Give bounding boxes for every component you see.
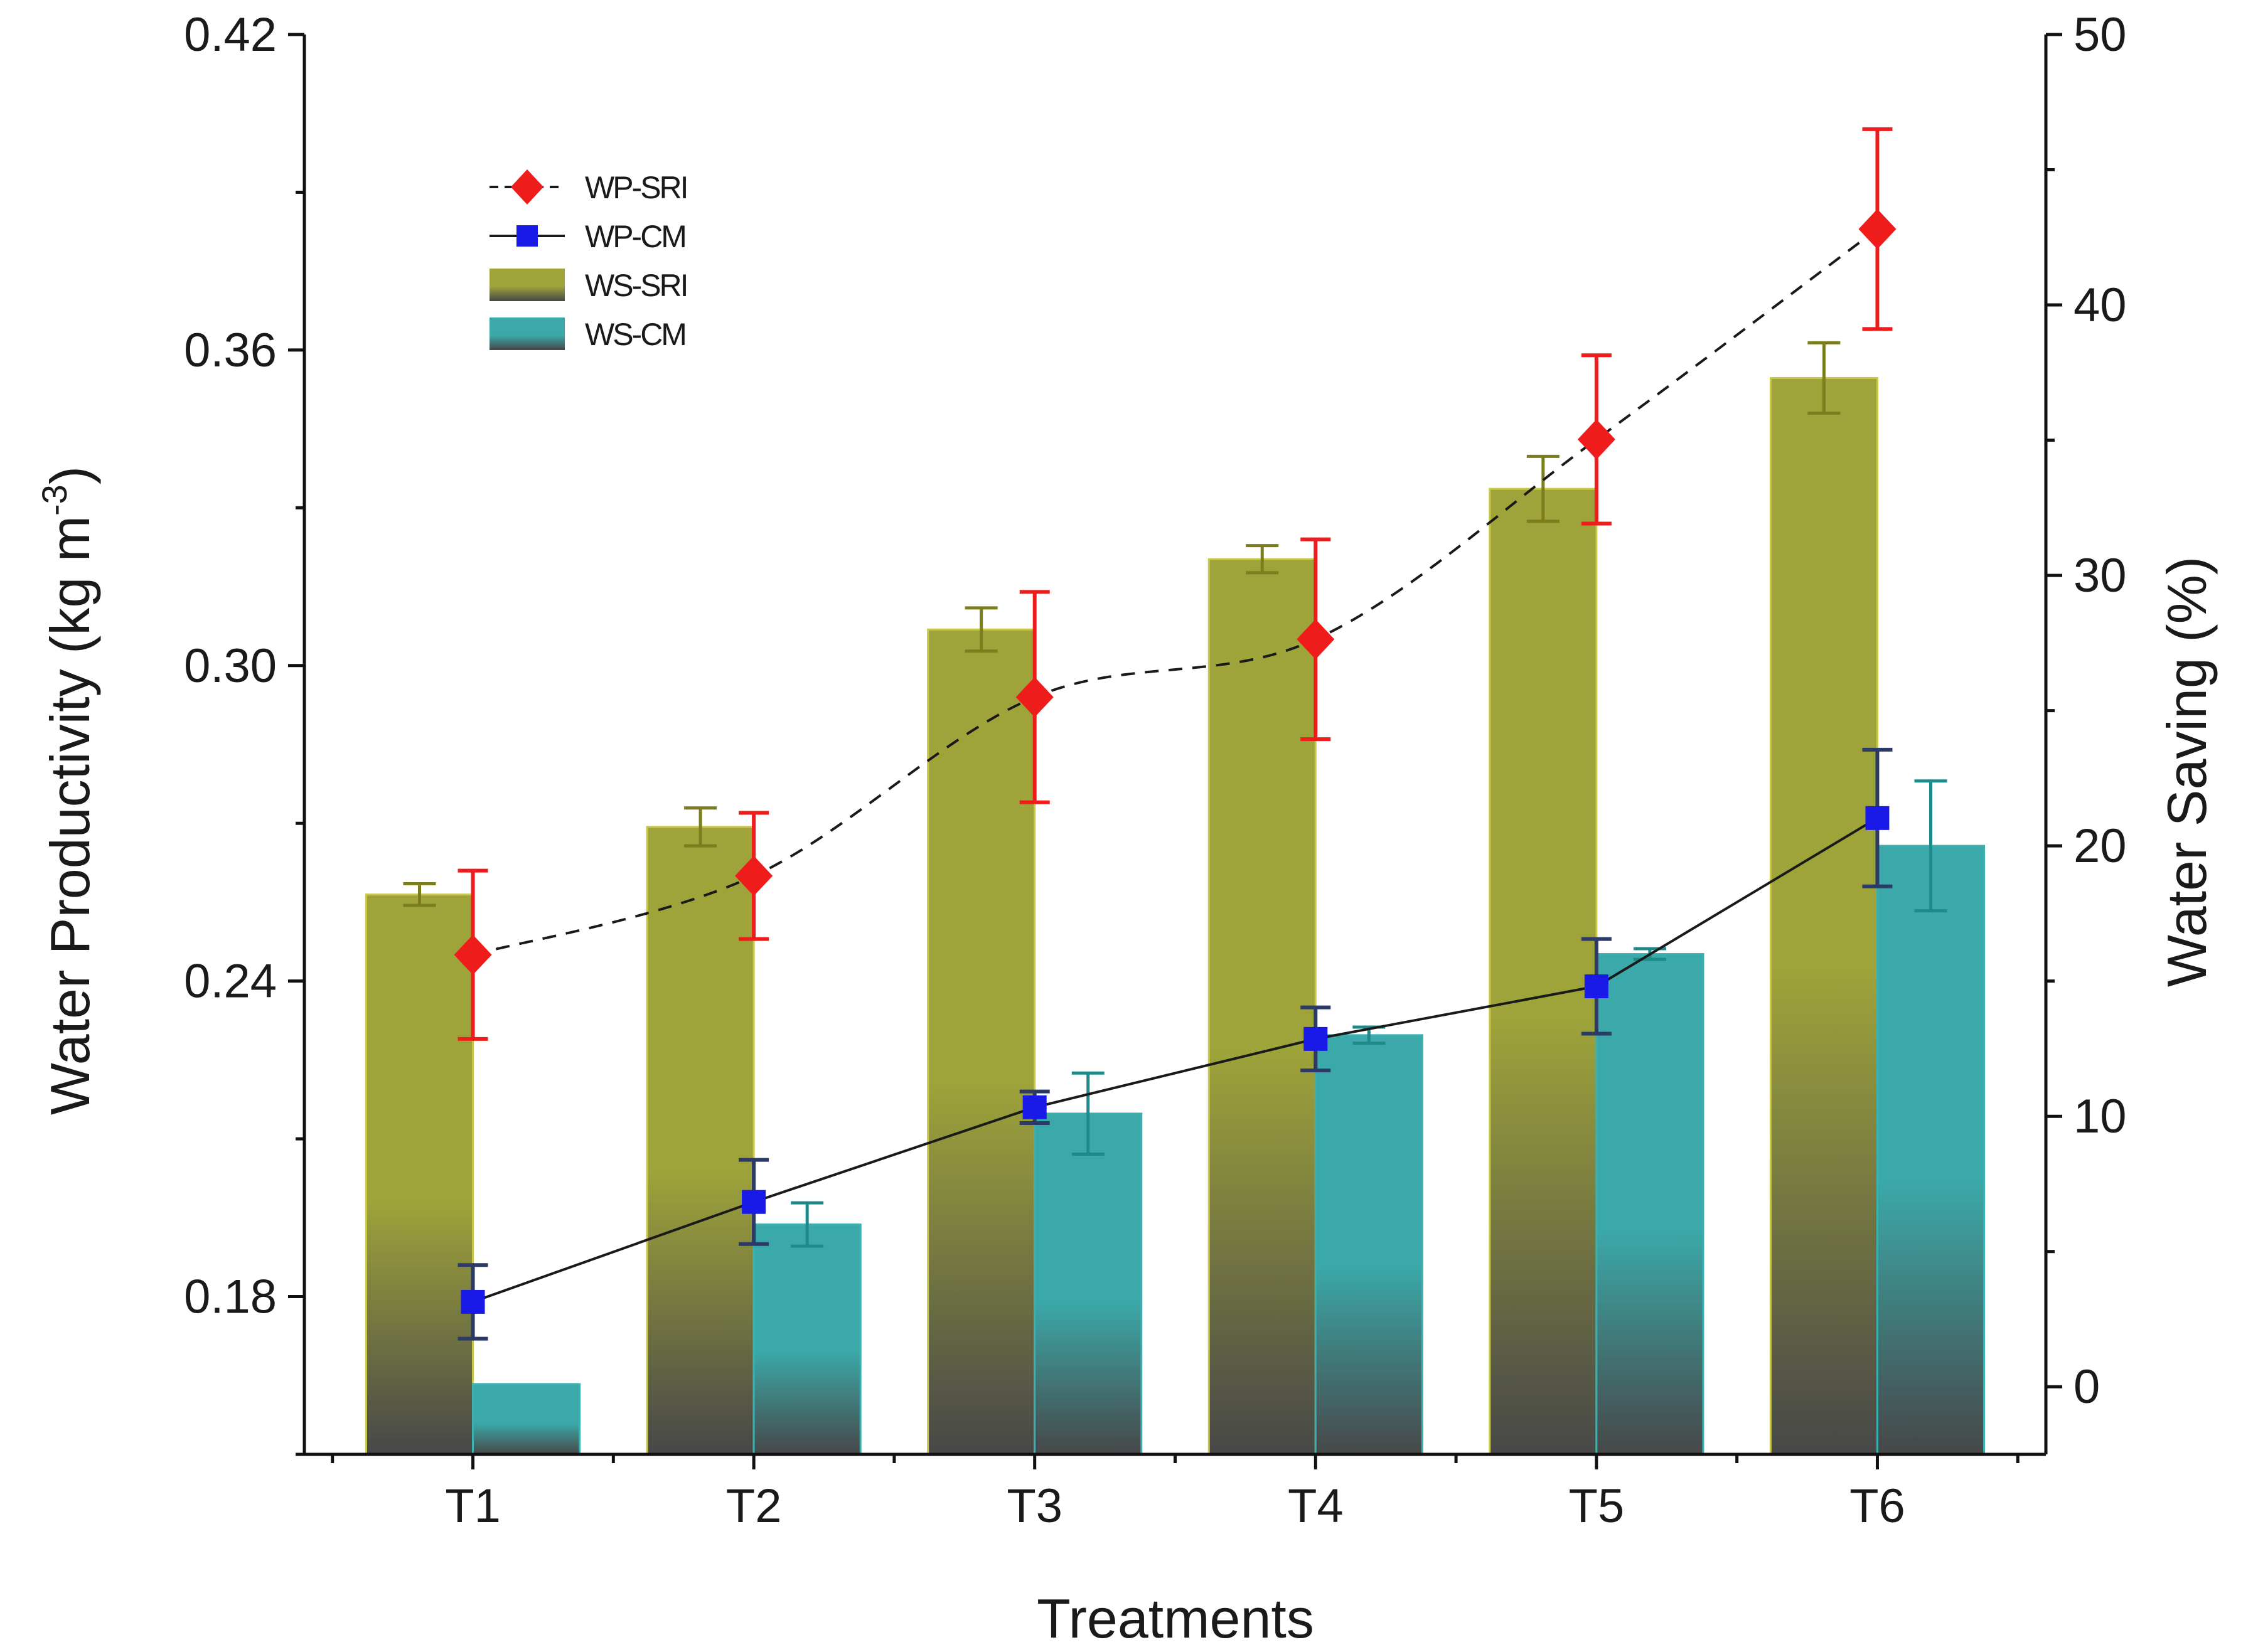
y-axis-title-close: ) (39, 466, 101, 484)
legend-label-wp-sri: WP-SRI (585, 170, 687, 205)
marker-wp-cm-T4 (1303, 1026, 1328, 1051)
bar-ws-sri-T6 (1769, 376, 1878, 1456)
bar-ws-sri-T1 (365, 893, 474, 1456)
marker-wp-cm-T2 (742, 1190, 766, 1214)
lines-layer (454, 127, 1897, 1341)
x-tick-label: T5 (1569, 1479, 1625, 1533)
errorbar-ws-sri-T3 (965, 606, 998, 653)
marker-wp-sri-T2 (735, 856, 773, 897)
legend: WP-SRI WP-CM WS-SRI WS-CM (490, 169, 689, 352)
marker-wp-sri-T6 (1858, 209, 1897, 250)
y-axis-title: Water Productivity (kg m-3) (35, 466, 101, 1115)
y-tick-label: 0.36 (184, 324, 277, 377)
marker-wp-sri-T1 (454, 934, 492, 975)
legend-label-wp-cm: WP-CM (585, 219, 685, 254)
bar-ws-sri-T4 (1207, 558, 1317, 1456)
bar-ws-cm-T6 (1876, 845, 1986, 1456)
y-tick-label: 0.18 (184, 1271, 277, 1324)
y2-tick-label: 10 (2073, 1090, 2127, 1143)
marker-wp-cm-T1 (461, 1289, 485, 1314)
errorbar-ws-cm-T6 (1914, 779, 1947, 913)
bar-ws-sri-T3 (927, 628, 1036, 1456)
errorbar-ws-cm-T2 (791, 1201, 824, 1248)
legend-marker-wp-cm (516, 225, 538, 247)
x-tick-label: T3 (1007, 1479, 1062, 1533)
line-wp-cm (472, 817, 1878, 1303)
y-tick-label: 0.24 (184, 955, 277, 1008)
y2-axis-title: Water Saving (%) (2156, 557, 2218, 987)
y-axis-title-sup: -3 (35, 484, 74, 516)
marker-wp-cm-T5 (1584, 974, 1608, 999)
bar-ws-sri-T5 (1489, 488, 1598, 1456)
y-axis-title-main: Water Productivity (kg m (39, 516, 101, 1115)
y-tick-label: 0.42 (184, 8, 277, 61)
marker-wp-cm-T6 (1865, 806, 1890, 830)
legend-swatch-ws-sri (490, 269, 565, 301)
bar-ws-cm-T3 (1034, 1112, 1143, 1456)
errorbar-ws-sri-T1 (403, 882, 436, 907)
y2-tick-label: 20 (2073, 819, 2127, 873)
legend-label-ws-cm: WS-CM (585, 317, 685, 352)
errorbar-ws-sri-T4 (1246, 544, 1279, 575)
y2-tick-label: 30 (2073, 549, 2127, 602)
bar-ws-cm-T2 (752, 1223, 862, 1456)
x-axis-title: Treatments (1037, 1587, 1314, 1649)
bars-layer (365, 341, 1986, 1456)
marker-wp-sri-T4 (1297, 619, 1335, 659)
legend-swatch-ws-cm (490, 317, 565, 350)
errorbar-ws-cm-T3 (1071, 1071, 1105, 1156)
bar-ws-cm-T1 (472, 1383, 581, 1456)
marker-wp-cm-T3 (1022, 1095, 1047, 1119)
x-tick-label: T2 (726, 1479, 782, 1533)
y2-tick-label: 0 (2073, 1360, 2100, 1414)
axis-titles: Treatments Water Productivity (kg m-3) W… (35, 466, 2218, 1649)
x-tick-label: T1 (445, 1479, 501, 1533)
errorbar-ws-sri-T6 (1807, 341, 1841, 415)
errorbar-ws-sri-T2 (684, 806, 717, 848)
axes-layer: 0.18 0.24 0.30 0.36 0.42 0 10 20 30 40 50 T1 T2 T3 T4 T… (184, 8, 2126, 1533)
legend-marker-wp-sri (511, 169, 543, 205)
x-tick-label: T6 (1849, 1479, 1905, 1533)
bar-ws-sri-T2 (646, 826, 755, 1456)
line-wp-sri (473, 228, 1878, 956)
legend-label-ws-sri: WS-SRI (585, 268, 687, 303)
y2-tick-label: 40 (2073, 279, 2127, 332)
bar-ws-cm-T5 (1595, 953, 1704, 1456)
errorbar-ws-sri-T5 (1526, 454, 1560, 523)
bar-ws-cm-T4 (1314, 1034, 1423, 1456)
y2-tick-label: 50 (2073, 8, 2127, 61)
marker-wp-sri-T5 (1577, 419, 1615, 460)
x-tick-label: T4 (1288, 1479, 1344, 1533)
marker-wp-sri-T3 (1015, 677, 1054, 718)
y-tick-label: 0.30 (184, 639, 277, 693)
